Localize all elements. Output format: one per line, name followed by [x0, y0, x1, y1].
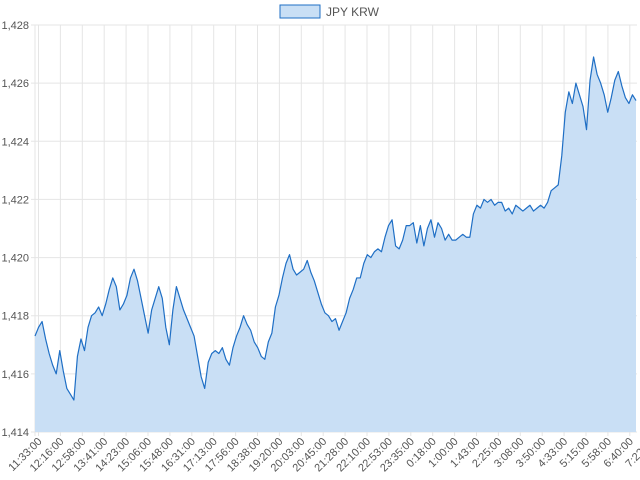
legend-label-jpy-krw[interactable]: JPY KRW	[326, 5, 380, 19]
y-tick-label: 1,420	[1, 253, 29, 265]
y-tick-label: 1,428	[1, 20, 29, 32]
x-axis-tick-labels: 11:33:0012:16:0012:58:0013:41:0014:23:00…	[6, 436, 640, 475]
y-tick-label: 1,422	[1, 194, 29, 206]
y-axis-tick-labels: 1,428 1,426 1,424 1,422 1,420 1,418 1,416 1,414	[1, 20, 29, 439]
y-tick-label: 1,424	[1, 136, 29, 148]
legend-swatch-jpy-krw[interactable]	[279, 4, 321, 19]
series-area-jpy-krw	[35, 56, 636, 432]
y-tick-label: 1,418	[1, 311, 29, 323]
y-tick-label: 1,426	[1, 78, 29, 90]
y-tick-label: 1,416	[1, 369, 29, 381]
chart-legend[interactable]: JPY KRW	[279, 4, 380, 19]
series-line-jpy-krw	[34, 56, 637, 401]
y-tick-label: 1,414	[1, 427, 29, 439]
